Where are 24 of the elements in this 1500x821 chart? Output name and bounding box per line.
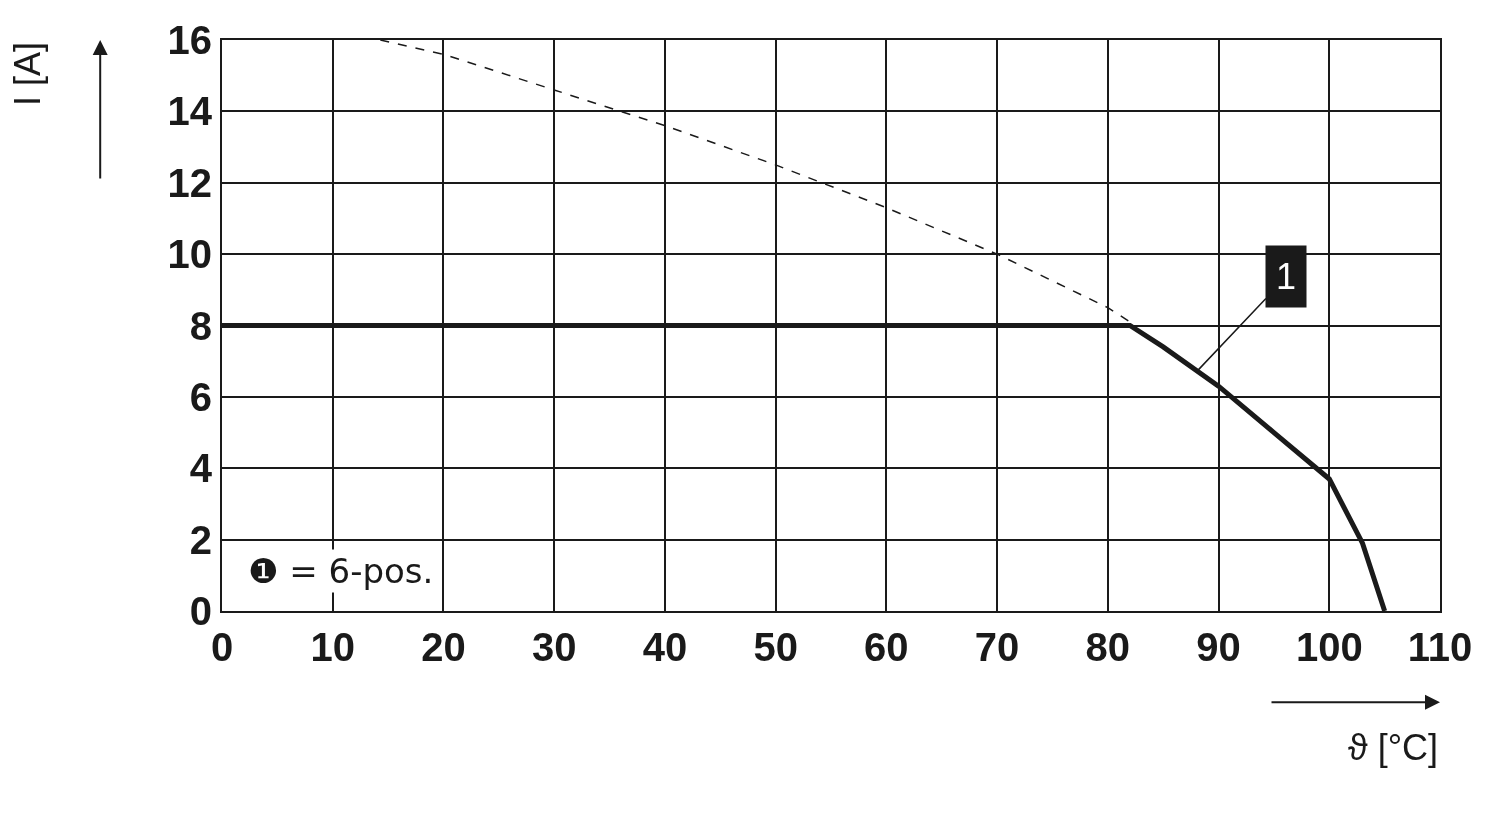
x-tick-label: 10 — [310, 625, 355, 669]
x-tick-label: 110 — [1407, 625, 1473, 669]
x-tick-label: 90 — [1196, 625, 1241, 669]
y-tick-label: 6 — [189, 374, 212, 419]
y-tick-label: 4 — [189, 446, 213, 491]
x-tick-label: 70 — [974, 625, 1020, 669]
x-tick-label: 40 — [642, 625, 688, 669]
y-tick-label: 14 — [167, 89, 213, 134]
x-tick-label: 50 — [753, 625, 798, 669]
y-tick-label: 10 — [167, 232, 212, 277]
x-axis-title: ϑ [°C] — [1348, 727, 1439, 768]
x-tick-label: 30 — [531, 625, 577, 669]
y-tick-label: 16 — [167, 18, 212, 62]
x-tick-label: 80 — [1085, 625, 1131, 669]
annotation: 1 — [1276, 256, 1297, 297]
x-tick-label: 100 — [1295, 625, 1363, 669]
x-tick-label: 20 — [421, 625, 466, 669]
y-tick-label: 8 — [189, 303, 212, 348]
y-tick-label: 12 — [167, 160, 212, 205]
y-tick-label: 2 — [189, 517, 212, 562]
y-tick-label: 0 — [189, 589, 212, 633]
x-tick-label: 60 — [864, 625, 909, 669]
y-axis-title: I [A] — [7, 42, 49, 107]
annotation: ❶ = 6-pos. — [248, 551, 434, 591]
